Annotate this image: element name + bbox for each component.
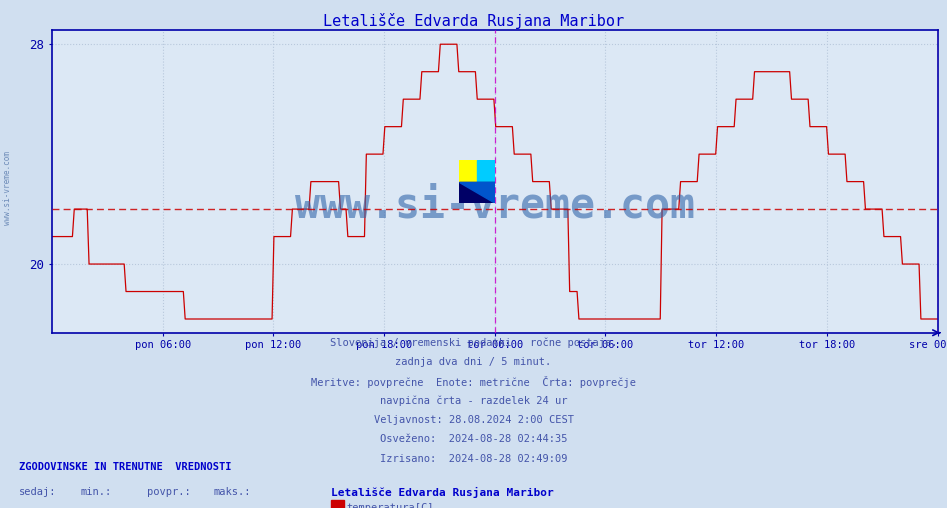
- Text: Veljavnost: 28.08.2024 2:00 CEST: Veljavnost: 28.08.2024 2:00 CEST: [373, 415, 574, 425]
- Bar: [459, 160, 477, 182]
- Text: Letališče Edvarda Rusjana Maribor: Letališče Edvarda Rusjana Maribor: [331, 487, 554, 498]
- Text: Letališče Edvarda Rusjana Maribor: Letališče Edvarda Rusjana Maribor: [323, 13, 624, 28]
- Text: www.si-vreme.com: www.si-vreme.com: [295, 185, 695, 227]
- Text: Izrisano:  2024-08-28 02:49:09: Izrisano: 2024-08-28 02:49:09: [380, 454, 567, 464]
- Text: sedaj:: sedaj:: [19, 487, 57, 497]
- Text: temperatura[C]: temperatura[C]: [347, 503, 434, 508]
- Text: Meritve: povprečne  Enote: metrične  Črta: povprečje: Meritve: povprečne Enote: metrične Črta:…: [311, 376, 636, 389]
- Polygon shape: [459, 182, 495, 203]
- Bar: [477, 160, 495, 182]
- Text: navpična črta - razdelek 24 ur: navpična črta - razdelek 24 ur: [380, 396, 567, 406]
- Text: www.si-vreme.com: www.si-vreme.com: [3, 151, 12, 225]
- Text: zadnja dva dni / 5 minut.: zadnja dva dni / 5 minut.: [396, 357, 551, 367]
- Text: maks.:: maks.:: [213, 487, 251, 497]
- Text: Slovenija / vremenski podatki - ročne postaje.: Slovenija / vremenski podatki - ročne po…: [330, 338, 617, 348]
- Text: min.:: min.:: [80, 487, 112, 497]
- Text: ZGODOVINSKE IN TRENUTNE  VREDNOSTI: ZGODOVINSKE IN TRENUTNE VREDNOSTI: [19, 462, 231, 472]
- Text: Osveženo:  2024-08-28 02:44:35: Osveženo: 2024-08-28 02:44:35: [380, 434, 567, 444]
- Polygon shape: [459, 182, 495, 203]
- Text: povpr.:: povpr.:: [147, 487, 190, 497]
